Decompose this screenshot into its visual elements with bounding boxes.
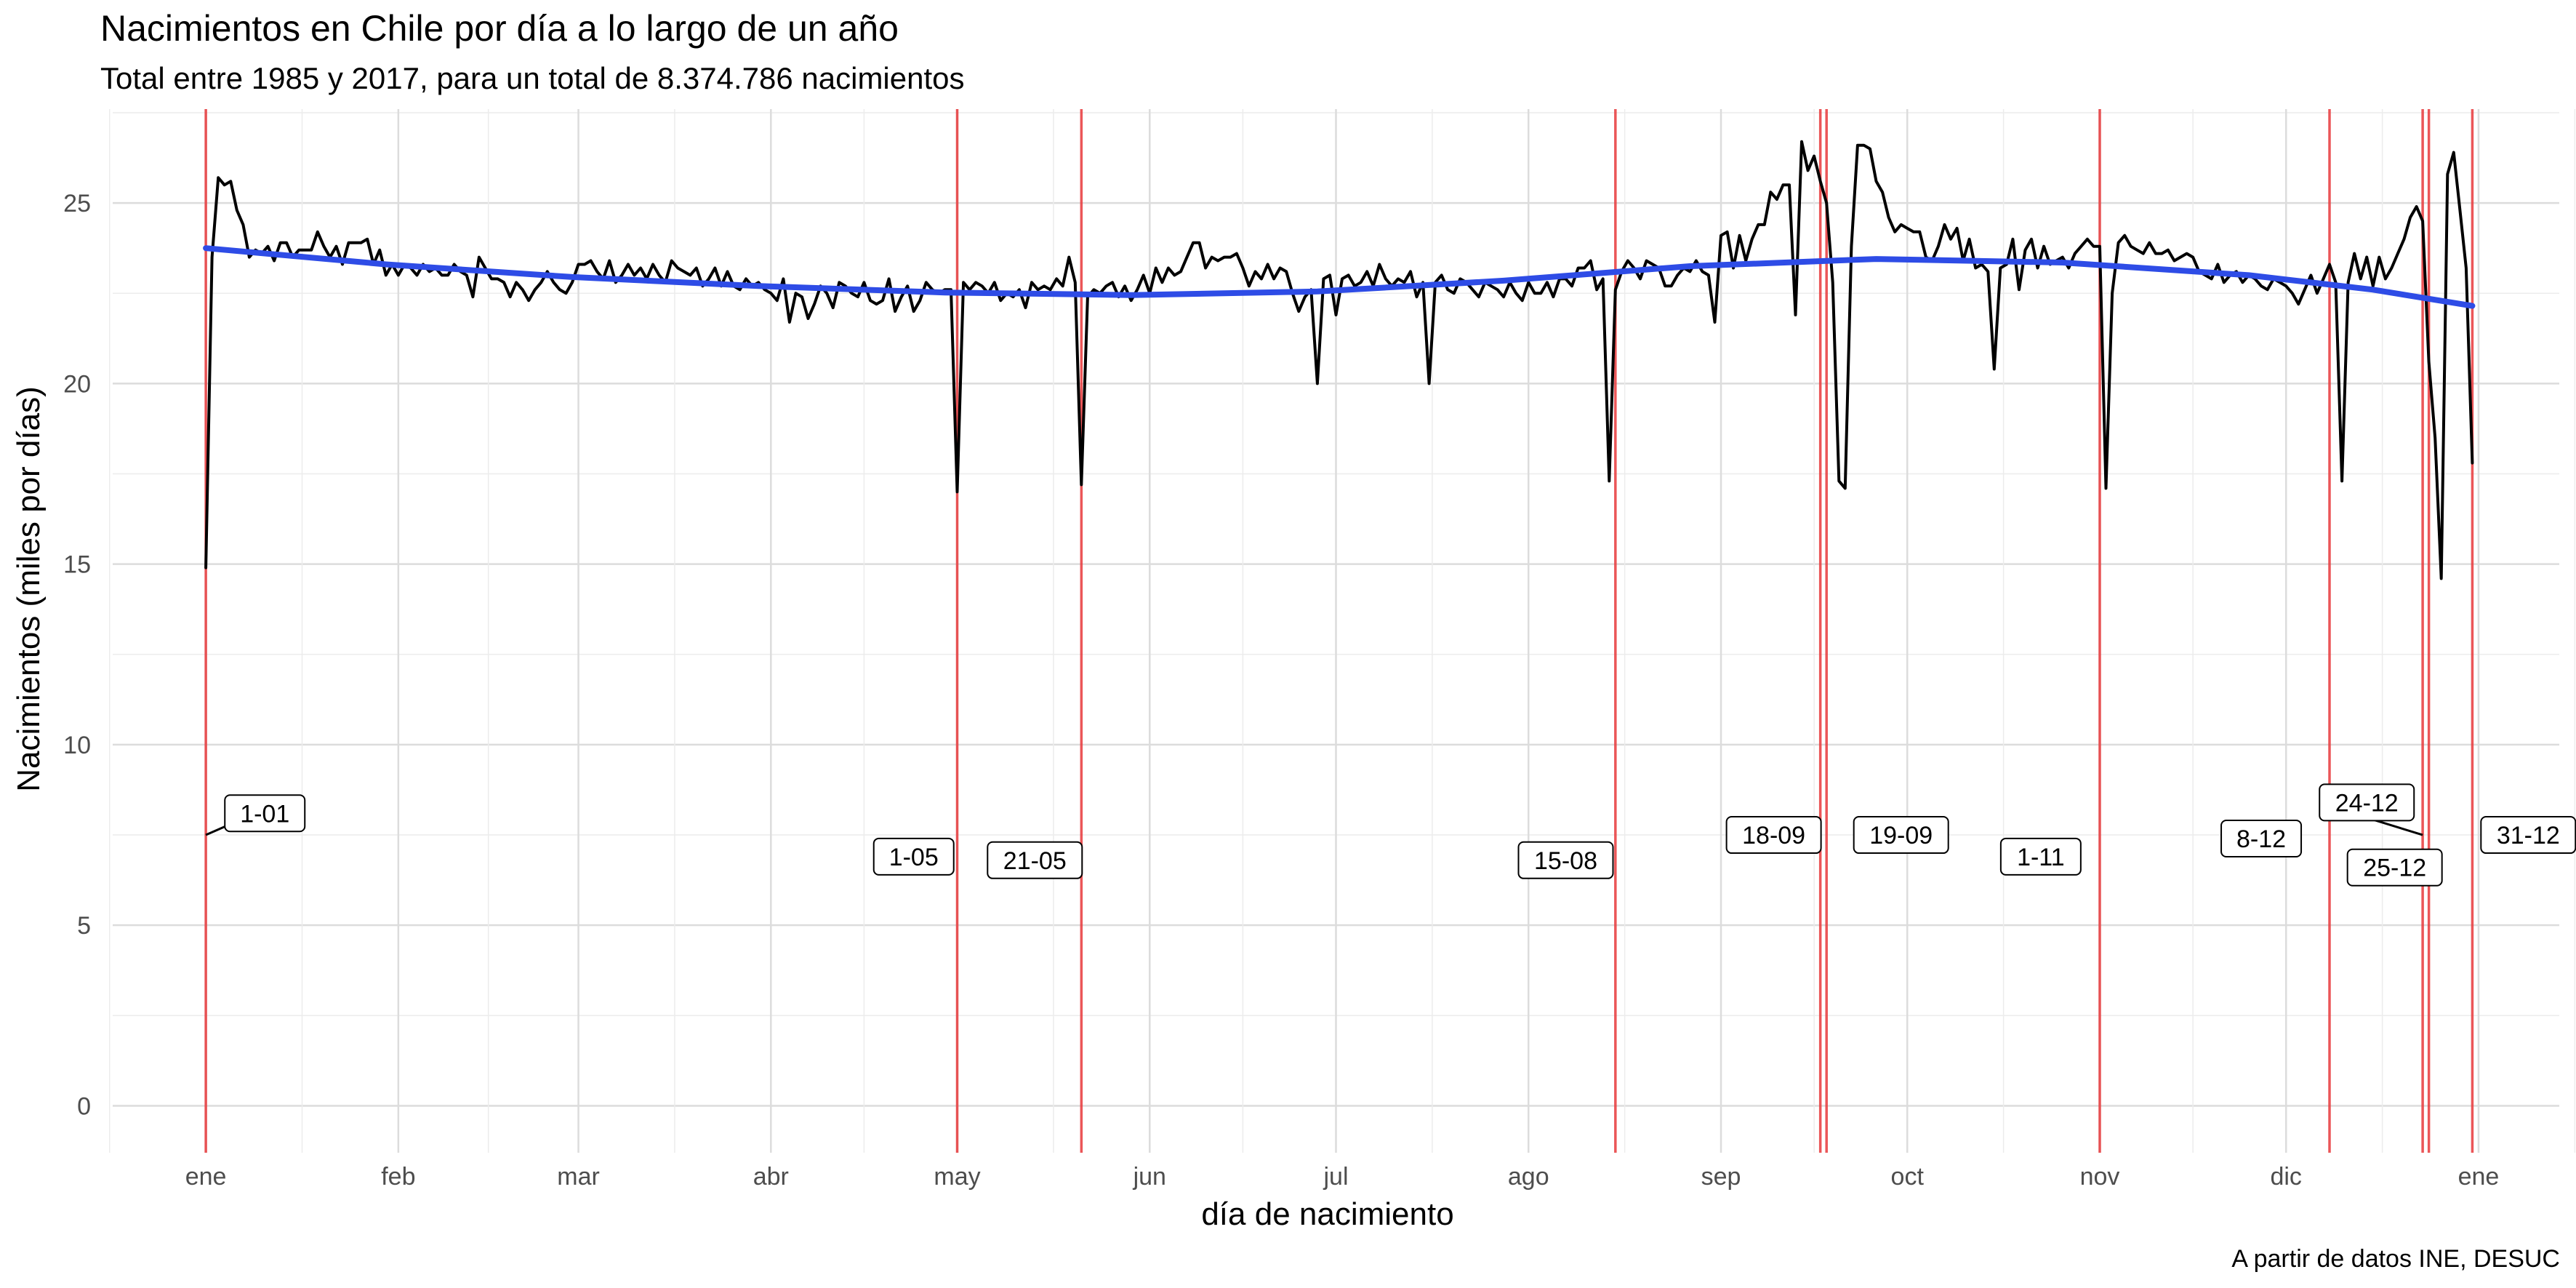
holiday-label-box [2220,820,2303,858]
x-tick-label: ago [1508,1163,1549,1191]
holiday-labels: 1-01 1-05 21-05 15-08 18-09 19-09 1-11 8-12 24-1… [205,783,2576,887]
y-tick-label: 20 [63,370,91,398]
holiday-label-text: 19-09 [1869,822,1933,849]
holiday-label-box [987,841,1083,879]
holiday-label-text: 8-12 [2236,825,2286,853]
series-lines [203,140,2476,580]
grid-lines [108,109,2576,1153]
y-tick-label: 15 [63,551,91,579]
smooth-trend-line [203,245,2476,309]
holiday-label-text: 15-08 [1534,847,1597,875]
chart-caption: A partir de datos INE, DESUC [2231,1245,2560,1273]
x-tick-label: ene [185,1163,227,1191]
holiday-label-box [224,794,306,833]
holiday-label-box [872,837,955,876]
x-tick-label: jul [1323,1163,1348,1191]
x-tick-label: dic [2270,1163,2301,1191]
x-tick-label: jun [1133,1163,1166,1191]
holiday-label-text: 1-05 [889,844,939,871]
holiday-label-box [2346,848,2443,887]
y-tick-label: 25 [63,190,91,217]
x-tick-label: oct [1891,1163,1925,1191]
x-tick-label: abr [753,1163,789,1191]
x-tick-label: sep [1701,1163,1741,1191]
y-tick-label: 0 [77,1092,91,1120]
x-tick-label: nov [2080,1163,2120,1191]
x-axis-ticks: ene feb mar abr may jun jul ago sep oct nov dic ene [185,1163,2500,1191]
x-tick-label: may [934,1163,980,1191]
holiday-label-text: 1-11 [2017,844,2065,871]
holiday-label-box [1999,837,2082,876]
holiday-label-box [1853,816,1949,855]
y-axis-title: Nacimientos (miles por días) [11,386,47,792]
holiday-label-box [1725,816,1822,855]
x-tick-label: ene [2458,1163,2500,1191]
chart-subtitle: Total entre 1985 y 2017, para un total d… [100,61,965,95]
holiday-label-box [2319,783,2415,822]
chart-title: Nacimientos en Chile por día a lo largo … [100,8,899,49]
holiday-label-text: 31-12 [2497,822,2560,849]
holiday-label-text: 18-09 [1742,822,1805,849]
daily-births-line [204,140,2474,580]
x-tick-label: feb [381,1163,415,1191]
holiday-label-text: 24-12 [2335,789,2399,817]
holiday-label-text: 25-12 [2363,855,2426,882]
holiday-label-box [2480,816,2576,855]
holiday-label-text: 21-05 [1003,847,1067,875]
x-tick-label: mar [557,1163,600,1191]
x-axis-title: día de nacimiento [1201,1196,1453,1232]
y-axis-ticks: 0 5 10 15 20 25 [63,190,91,1120]
y-tick-label: 10 [63,732,91,759]
y-tick-label: 5 [77,912,91,940]
holiday-label-box [1517,841,1614,879]
holiday-label-text: 1-01 [240,800,289,828]
